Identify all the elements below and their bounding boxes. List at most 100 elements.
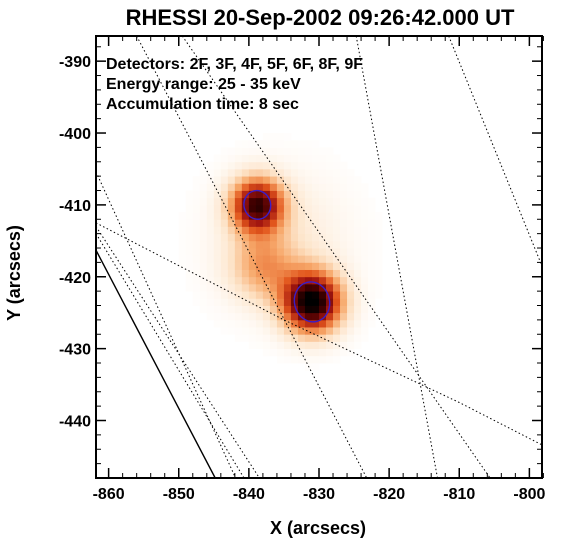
heat-cell — [255, 219, 264, 227]
heat-cell — [248, 255, 257, 263]
heat-cell — [333, 248, 341, 256]
heat-cell — [311, 240, 320, 249]
heat-cell — [220, 269, 229, 278]
heat-cell — [227, 276, 236, 285]
heat-cell — [213, 176, 222, 184]
heat-cell — [269, 176, 278, 184]
heat-cell — [269, 197, 278, 206]
heat-cell — [178, 233, 187, 242]
heat-cell — [241, 255, 250, 263]
heat-cell — [304, 269, 313, 278]
heat-cell — [319, 305, 327, 314]
heat-cell — [368, 262, 376, 270]
heat-cell — [347, 291, 355, 299]
heat-cell — [227, 212, 236, 220]
heat-cell — [262, 262, 271, 270]
heat-cell — [326, 219, 334, 227]
heat-cell — [311, 334, 320, 342]
heat-cell — [213, 248, 222, 256]
heat-cell — [220, 176, 229, 184]
heat-cell — [269, 183, 278, 191]
heat-cell — [241, 190, 250, 199]
heat-cell — [199, 233, 208, 242]
heat-cell — [241, 140, 250, 148]
heat-cell — [178, 226, 187, 235]
heat-cell — [361, 204, 369, 213]
heat-cell — [248, 233, 257, 242]
heat-cell — [368, 283, 376, 292]
heat-cell — [248, 154, 257, 163]
x-tick-label: -800 — [513, 486, 545, 503]
heat-cell — [213, 255, 222, 263]
heat-cell — [262, 276, 271, 285]
heat-cell — [220, 298, 229, 306]
heat-cell — [354, 291, 362, 299]
heat-cell — [227, 319, 236, 328]
heat-cell — [227, 240, 236, 249]
heat-cell — [220, 240, 229, 249]
source-contours — [243, 189, 331, 323]
heat-cell — [276, 183, 285, 191]
heat-cell — [304, 197, 313, 206]
heat-cell — [311, 327, 320, 335]
heat-cell — [319, 190, 327, 199]
heat-cell — [319, 298, 327, 306]
heat-cell — [375, 255, 383, 263]
heat-cell — [220, 226, 229, 235]
heat-cell — [234, 240, 243, 249]
heat-cell — [311, 348, 320, 357]
heat-cell — [206, 312, 215, 321]
limb-line-solid-0 — [96, 249, 216, 478]
heat-cell — [220, 212, 229, 220]
chart-title: RHESSI 20-Sep-2002 09:26:42.000 UT — [126, 5, 515, 30]
y-tick-label: -400 — [59, 126, 91, 143]
heat-cell — [227, 147, 236, 155]
heat-cell — [227, 312, 236, 321]
heat-cell — [185, 204, 194, 213]
heat-cell — [311, 161, 320, 170]
heat-cell — [354, 212, 362, 220]
heat-cell — [192, 190, 201, 199]
heat-cell — [304, 341, 313, 350]
heat-cell — [185, 255, 194, 263]
x-tick-label: -820 — [373, 486, 405, 503]
heat-cell — [241, 312, 250, 321]
heat-cell — [276, 168, 285, 177]
heat-cell — [304, 240, 313, 249]
heat-cell — [241, 240, 250, 249]
heat-cell — [283, 276, 292, 285]
heat-cell — [206, 197, 215, 206]
heat-cell — [333, 269, 341, 278]
heat-cell — [326, 305, 334, 314]
x-tick-label: -830 — [303, 486, 335, 503]
heat-cell — [340, 168, 348, 177]
heat-cell — [283, 133, 292, 141]
heat-cell — [255, 327, 264, 335]
heat-cell — [276, 255, 285, 263]
heat-cell — [319, 319, 327, 328]
heat-cell — [192, 233, 201, 242]
heat-cell — [255, 154, 264, 163]
heat-cell — [248, 226, 257, 235]
heat-cell — [340, 204, 348, 213]
heat-cell — [319, 334, 327, 342]
heat-cell — [304, 262, 313, 270]
heat-cell — [248, 283, 257, 292]
heat-cell — [340, 319, 348, 328]
heat-cell — [276, 269, 285, 278]
heat-cell — [297, 305, 306, 314]
heat-cell — [283, 190, 292, 199]
heat-cell — [354, 219, 362, 227]
heat-cell — [192, 183, 201, 191]
heat-cell — [283, 255, 292, 263]
heat-cell — [340, 262, 348, 270]
heat-cell — [361, 276, 369, 285]
y-axis-label: Y (arcsecs) — [4, 225, 24, 321]
heat-cell — [220, 161, 229, 170]
heat-cell — [276, 276, 285, 285]
heat-cell — [283, 305, 292, 314]
heat-cell — [319, 168, 327, 177]
heat-cell — [347, 334, 355, 342]
heat-cell — [206, 190, 215, 199]
heat-cell — [347, 183, 355, 191]
